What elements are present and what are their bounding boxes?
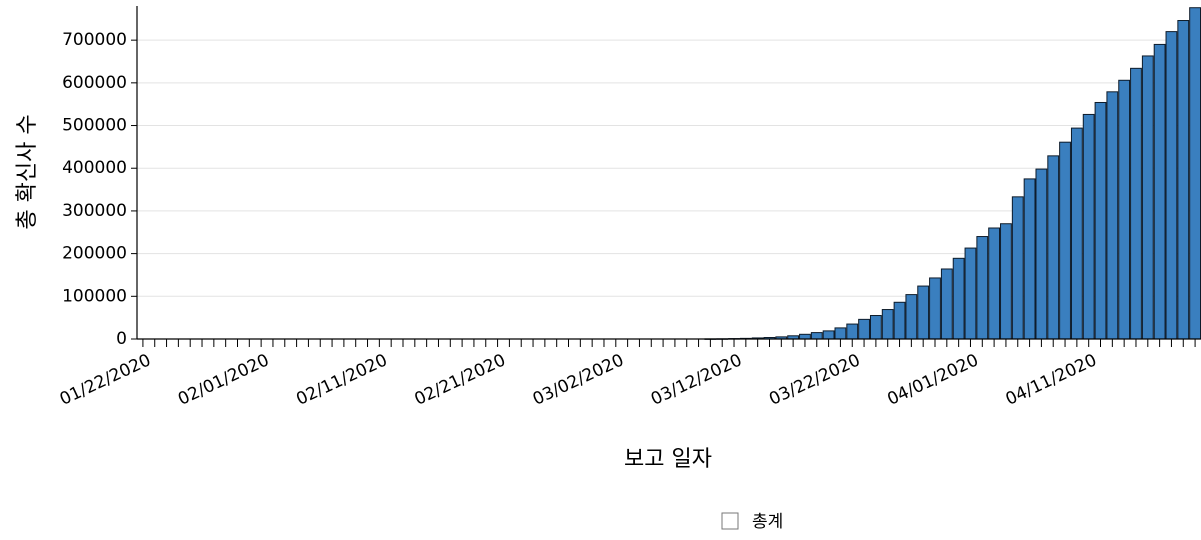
y-axis-title: 총 확신사 수: [15, 114, 40, 229]
bar[interactable]: [917, 285, 930, 340]
bar[interactable]: [846, 323, 859, 340]
bar[interactable]: [1047, 155, 1060, 340]
gridlines: [137, 39, 1201, 297]
bar[interactable]: [810, 332, 823, 340]
bar[interactable]: [858, 318, 870, 340]
bar[interactable]: [1023, 178, 1036, 340]
bar[interactable]: [905, 294, 918, 340]
x-tick-label: 03/22/2020: [766, 350, 863, 410]
bar[interactable]: [869, 315, 882, 340]
bar[interactable]: [1153, 43, 1166, 340]
bar[interactable]: [1165, 31, 1178, 340]
bar[interactable]: [1011, 196, 1024, 340]
bar[interactable]: [976, 236, 989, 340]
bar[interactable]: [988, 227, 1001, 340]
bar[interactable]: [1106, 91, 1119, 340]
bar[interactable]: [893, 301, 906, 340]
x-tick-label: 03/02/2020: [530, 350, 627, 410]
bar[interactable]: [1094, 101, 1107, 340]
y-tick-label: 500000: [62, 116, 127, 136]
bar[interactable]: [929, 277, 941, 340]
bar[interactable]: [1118, 79, 1131, 340]
x-tick-label: 03/12/2020: [648, 350, 745, 410]
bar[interactable]: [1000, 223, 1012, 340]
y-tick-label: 0: [116, 329, 127, 349]
y-tick-label: 400000: [62, 158, 127, 178]
legend-swatch[interactable]: [721, 512, 739, 530]
legend-label: 총계: [752, 512, 783, 532]
y-tick-label: 300000: [62, 201, 127, 221]
bar[interactable]: [1189, 7, 1201, 340]
x-tick-label: 02/11/2020: [293, 350, 390, 410]
bar[interactable]: [881, 309, 894, 340]
x-tick-label: 01/22/2020: [57, 350, 154, 410]
bars: [704, 7, 1201, 340]
bar[interactable]: [952, 257, 965, 340]
legend[interactable]: 총계: [721, 512, 783, 532]
bar[interactable]: [964, 247, 977, 340]
x-tick-label: 04/01/2020: [884, 350, 981, 410]
bar[interactable]: [1035, 168, 1048, 340]
bar[interactable]: [1082, 113, 1095, 340]
x-tick-label: 02/01/2020: [175, 350, 272, 410]
bar[interactable]: [1130, 67, 1142, 340]
bar[interactable]: [1177, 20, 1190, 340]
x-tick-label: 02/21/2020: [412, 350, 509, 410]
bar[interactable]: [1059, 141, 1071, 340]
bar[interactable]: [799, 333, 811, 340]
y-tick-label: 100000: [62, 286, 127, 306]
bar[interactable]: [1141, 55, 1154, 340]
y-ticks: 0 100000 200000 300000 400000 500000 600000 700…: [62, 30, 137, 349]
y-tick-label: 700000: [62, 30, 127, 50]
y-tick-label: 600000: [62, 73, 127, 93]
bar[interactable]: [822, 330, 835, 340]
x-ticks: 01/22/2020 02/01/2020 02/11/2020 02/21/2020…: [57, 339, 1196, 410]
bar[interactable]: [834, 327, 847, 340]
x-axis-title: 보고 일자: [624, 447, 712, 472]
axes: [136, 6, 1201, 340]
bar[interactable]: [1070, 127, 1083, 340]
bar[interactable]: [940, 268, 953, 340]
x-tick-label: 04/11/2020: [1003, 350, 1100, 410]
y-tick-label: 200000: [62, 244, 127, 264]
